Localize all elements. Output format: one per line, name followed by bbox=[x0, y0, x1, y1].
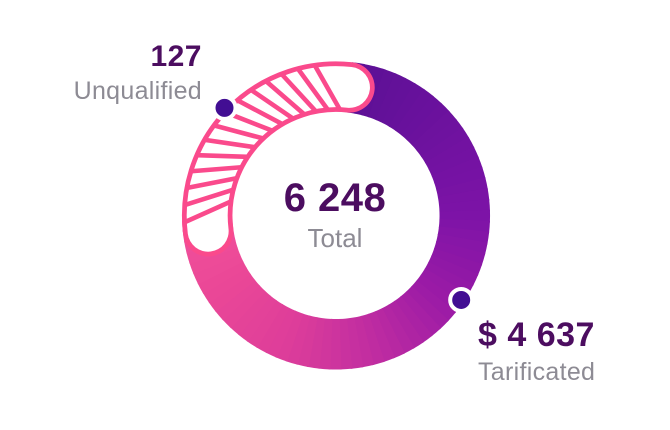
unqualified-value: 127 bbox=[150, 40, 202, 73]
donut-center-text: 6 248 Total bbox=[284, 176, 387, 253]
callout-unqualified: 127 Unqualified bbox=[28, 40, 202, 106]
tarificated-label: Tarificated bbox=[478, 358, 596, 386]
tarificated-value: $ 4 637 bbox=[478, 316, 595, 354]
total-label: Total bbox=[307, 223, 363, 253]
total-value: 6 248 bbox=[283, 176, 387, 220]
callout-tarificated: $ 4 637 Tarificated bbox=[478, 315, 595, 387]
marker-dot-tarificated bbox=[448, 286, 475, 313]
unqualified-label: Unqualified bbox=[73, 77, 202, 105]
marker-dot-unqualified bbox=[211, 94, 238, 121]
